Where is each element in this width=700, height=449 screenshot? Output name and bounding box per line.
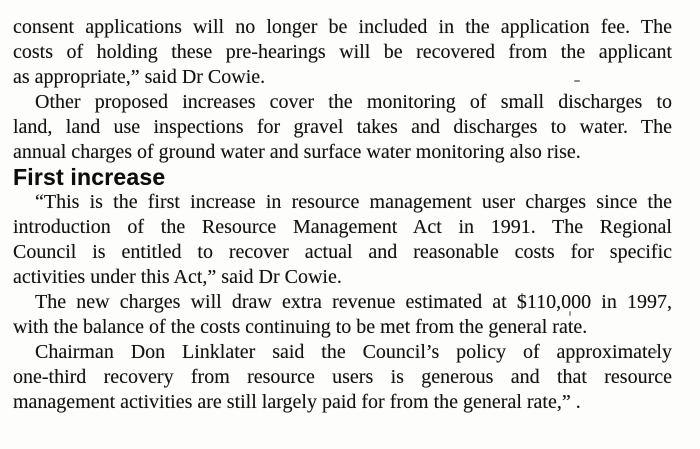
text-line: management activities are still largely …: [13, 391, 581, 413]
text-line: annual charges of ground water and surfa…: [13, 141, 581, 163]
text-line: as appropriate,” said Dr Cowie.: [13, 66, 266, 88]
paragraph-new-charges-revenue: The new charges will draw extra revenue …: [13, 290, 672, 340]
text-line: costs of holding these pre-hearings will…: [13, 41, 672, 63]
scan-artifact-speck: [654, 350, 657, 353]
text-line: consent applications will no longer be i…: [13, 16, 672, 38]
text-line: with the balance of the costs continuing…: [13, 316, 588, 338]
scan-artifact-speck: [574, 80, 580, 82]
text-line: activities under this Act,” said Dr Cowi…: [13, 266, 342, 288]
paragraph-first-increase-quote: “This is the first increase in resource …: [13, 190, 672, 290]
text-line: Council is entitled to recover actual an…: [13, 241, 672, 263]
paragraph-other-increases: Other proposed increases cover the monit…: [13, 90, 672, 165]
paragraph-chairman-linklater: Chairman Don Linklater said the Council’…: [13, 340, 672, 415]
paragraph-consent-applications: consent applications will no longer be i…: [13, 15, 672, 90]
text-line: Chairman Don Linklater said the Council’…: [35, 341, 672, 363]
text-line: “This is the first increase in resource …: [35, 191, 672, 213]
text-line: introduction of the Resource Management …: [13, 216, 672, 238]
text-line: The new charges will draw extra revenue …: [35, 291, 672, 313]
text-line: land, land use inspections for gravel ta…: [13, 116, 672, 138]
scan-artifact-speck: [569, 311, 571, 316]
section-heading: First increase: [13, 164, 166, 190]
text-line: one-third recovery from resource users i…: [13, 366, 672, 388]
text-line: Other proposed increases cover the monit…: [35, 91, 672, 113]
